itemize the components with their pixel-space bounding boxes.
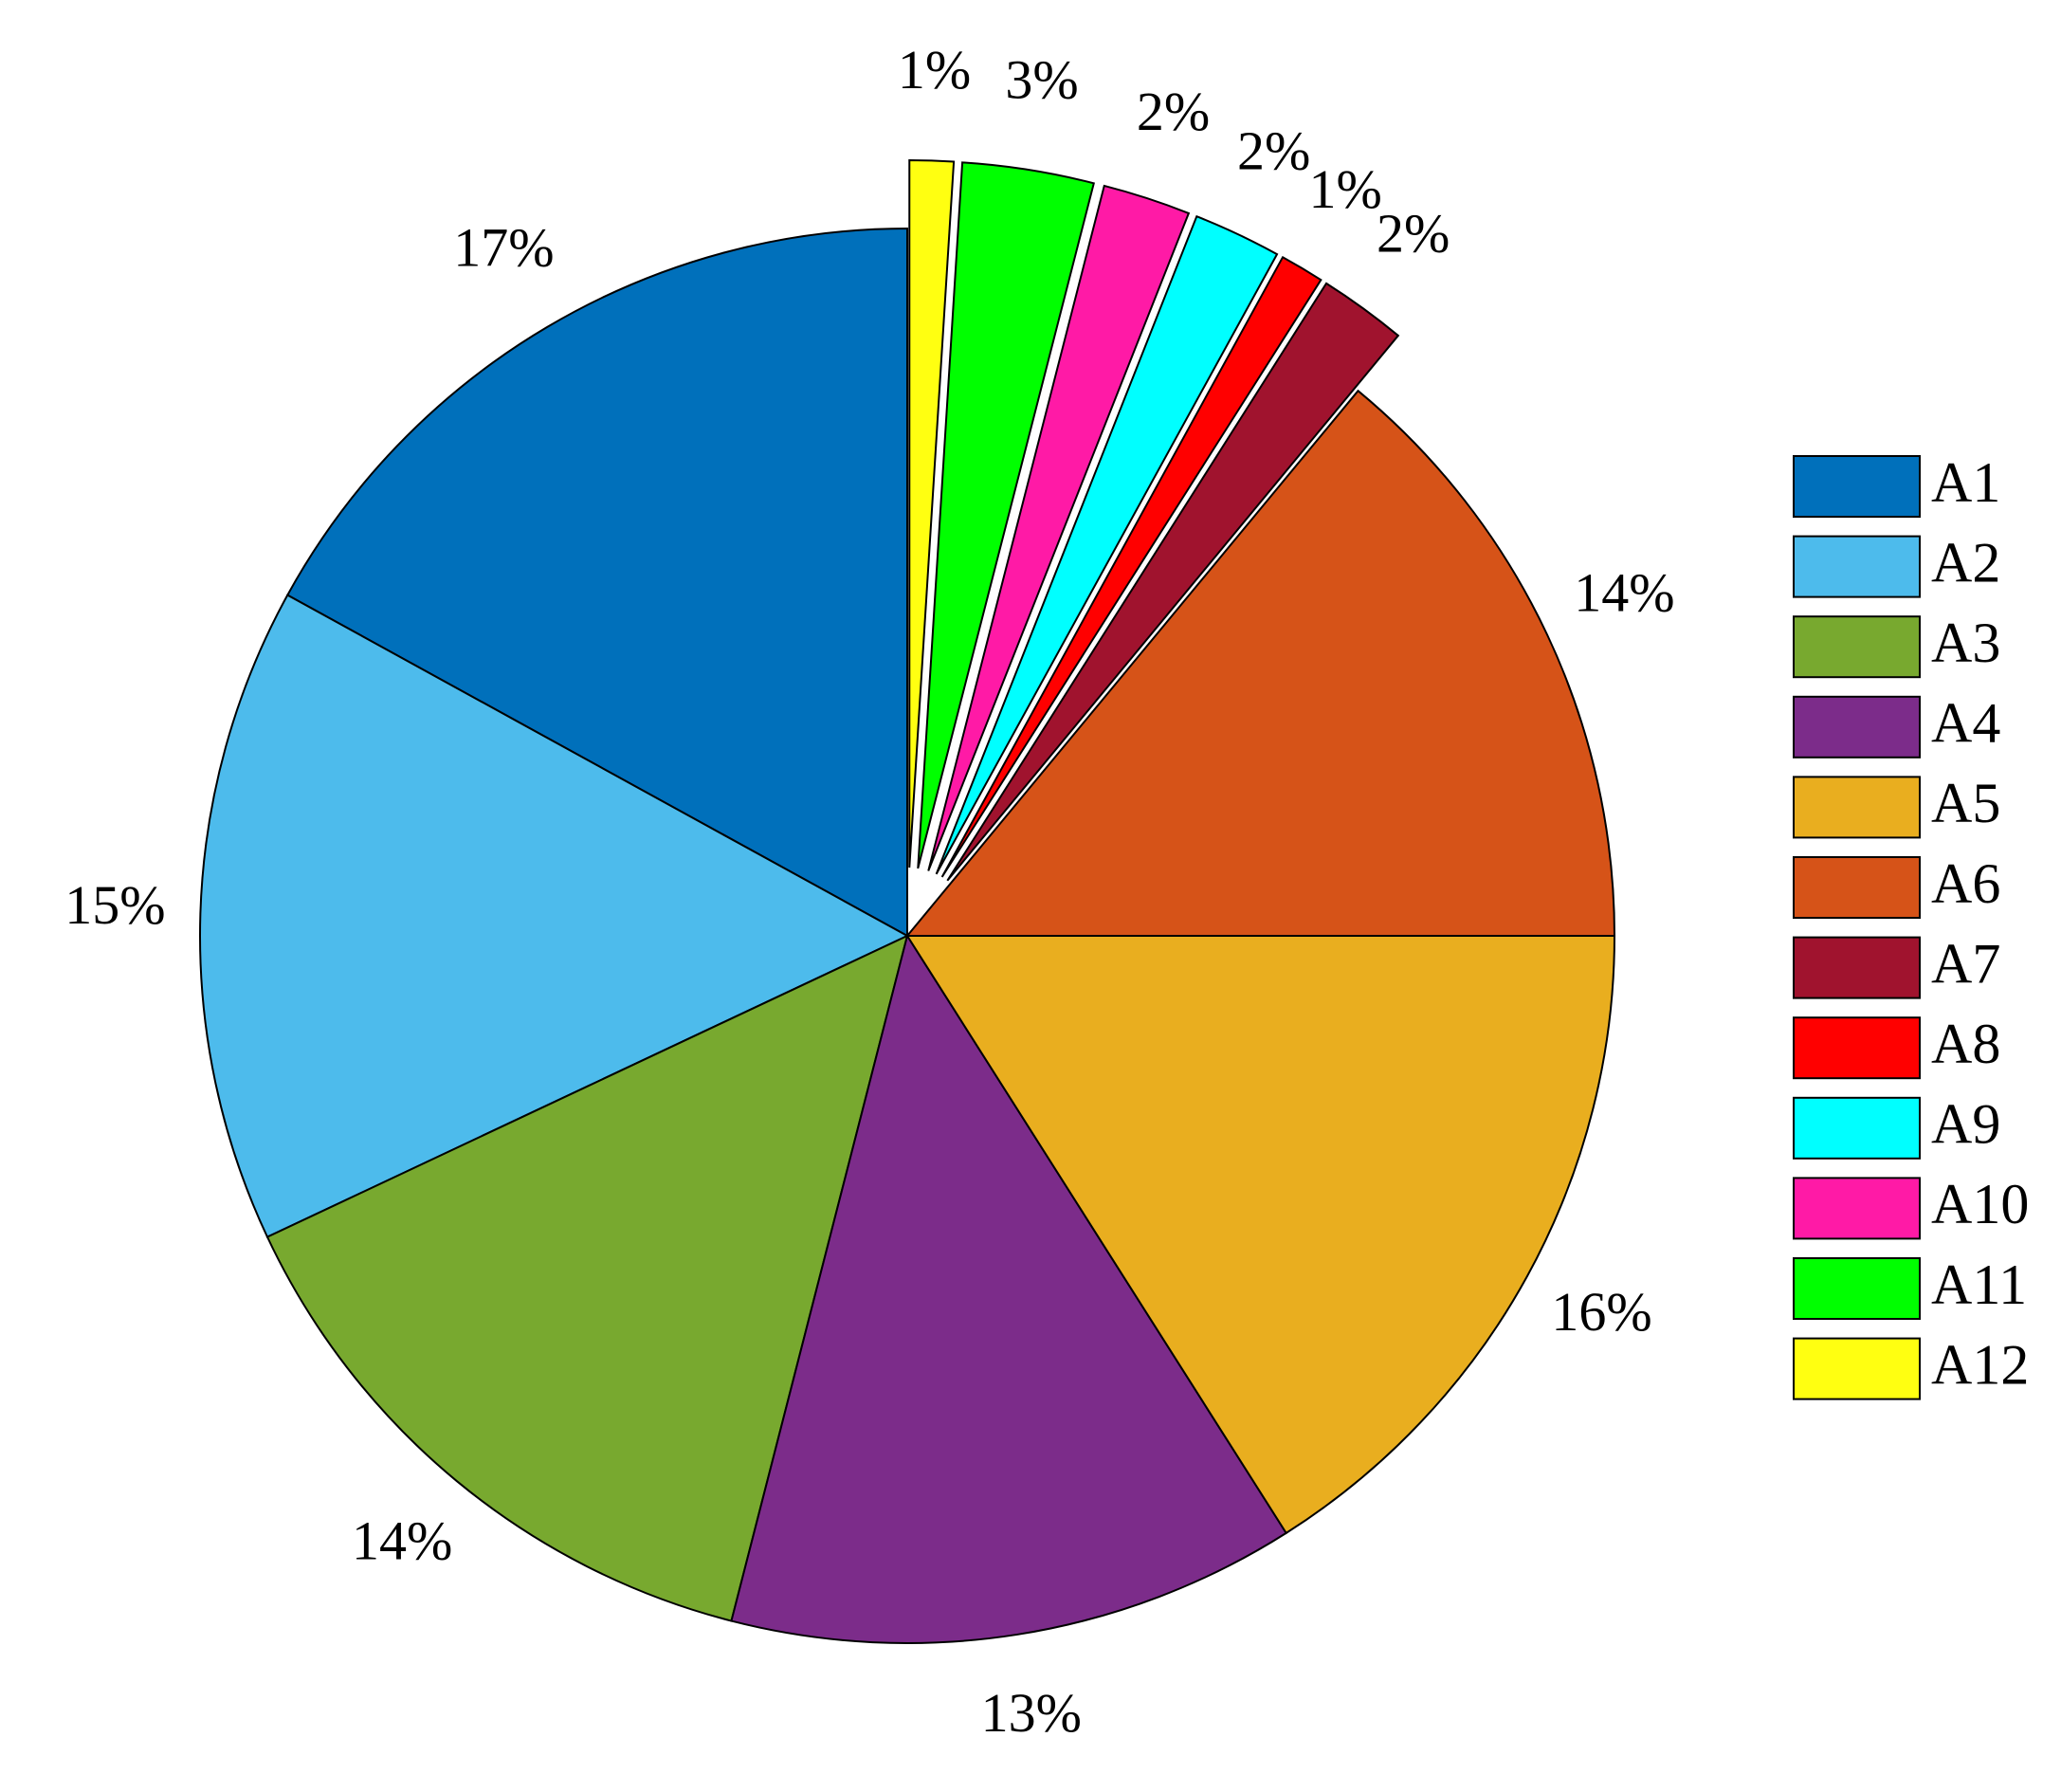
pie-slice — [935, 214, 1279, 875]
legend-swatch — [1793, 776, 1921, 839]
pie-slice — [730, 933, 1288, 1644]
pie-slice — [265, 934, 909, 1622]
data-label: 2% — [1137, 81, 1210, 142]
data-label: 13% — [981, 1682, 1082, 1744]
data-label: 3% — [1005, 48, 1078, 110]
legend-label: A6 — [1931, 852, 2000, 915]
legend-label: A2 — [1931, 531, 2000, 594]
data-label: 14% — [1574, 561, 1674, 623]
legend-swatch — [1793, 856, 1921, 919]
pie-slice — [285, 227, 908, 938]
legend-swatch — [1793, 1016, 1921, 1080]
legend-swatch — [1793, 1177, 1921, 1240]
pie-slice — [908, 159, 956, 869]
legend-swatch — [1793, 695, 1921, 759]
pie-slice — [946, 282, 1400, 882]
pie-slice — [927, 184, 1191, 871]
data-label: 1% — [898, 39, 971, 101]
data-label: 15% — [64, 874, 165, 936]
pie-slice — [905, 935, 1616, 1535]
legend-label: A10 — [1931, 1173, 2029, 1235]
pie-slice — [940, 255, 1322, 878]
legend-label: A9 — [1931, 1093, 2000, 1156]
data-label: 2% — [1237, 120, 1310, 182]
legend-label: A11 — [1931, 1253, 2027, 1316]
legend-label: A7 — [1931, 932, 2000, 995]
data-label: 2% — [1377, 203, 1450, 265]
legend-swatch — [1793, 535, 1921, 598]
data-label: 1% — [1309, 158, 1382, 220]
data-label: 17% — [453, 217, 554, 279]
legend-swatch — [1793, 1337, 1921, 1400]
legend-label: A5 — [1931, 772, 2000, 834]
legend-swatch — [1793, 615, 1921, 679]
pie-slice — [917, 161, 1096, 869]
legend-swatch — [1793, 936, 1921, 999]
legend-label: A1 — [1931, 451, 2000, 514]
legend-label: A8 — [1931, 1013, 2000, 1075]
legend-label: A3 — [1931, 612, 2000, 674]
data-label: 14% — [352, 1509, 452, 1571]
legend-label: A4 — [1931, 692, 2000, 755]
data-label: 16% — [1551, 1281, 1651, 1343]
legend-swatch — [1793, 1257, 1921, 1320]
legend-swatch — [1793, 455, 1921, 518]
legend-label: A12 — [1931, 1333, 2029, 1396]
pie-slice — [199, 594, 910, 1238]
pie-slice — [904, 389, 1616, 937]
legend-swatch — [1793, 1096, 1921, 1160]
